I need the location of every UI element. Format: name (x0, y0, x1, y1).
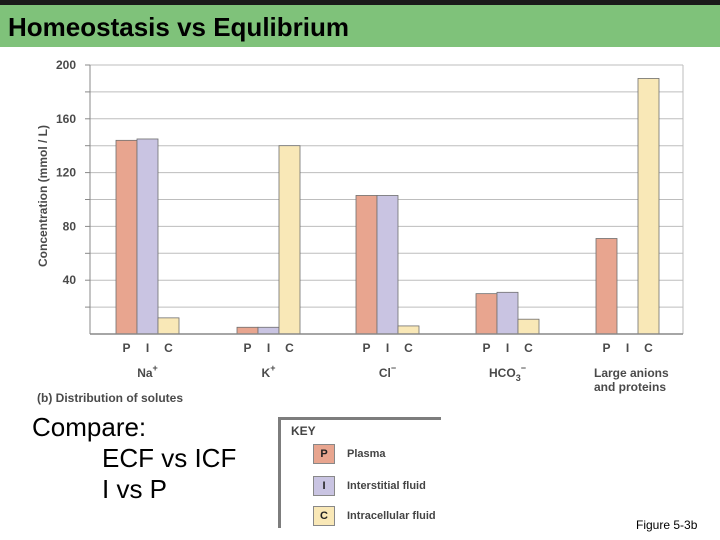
grid-lines (90, 64, 683, 308)
bar-interstitial (376, 195, 399, 335)
category-label: Large anions (594, 366, 669, 380)
compare-line-heading: Compare: (32, 412, 147, 442)
y-tick-label: 120 (56, 166, 76, 180)
category-label: Na+ (137, 363, 158, 380)
bar-interstitial (136, 138, 159, 335)
category-label: Cl− (379, 363, 396, 380)
category-label-line2: and proteins (594, 380, 666, 394)
bar-letter-label: I (506, 341, 509, 355)
bar-letter-label: P (243, 341, 251, 355)
bar-letter-label: P (602, 341, 610, 355)
bar-letter-label: C (285, 341, 294, 355)
slide-title: Homeostasis vs Equlibrium (8, 12, 349, 42)
bar-letter-label: P (362, 341, 370, 355)
bar-letter-label: P (122, 341, 130, 355)
bar-intracellular (637, 78, 660, 335)
title-bar (0, 5, 720, 47)
key-label-interstitial: Interstitial fluid (347, 480, 426, 492)
key-title: KEY (291, 424, 316, 438)
figure-reference: Figure 5-3b (636, 518, 698, 532)
bar-letter-label: I (267, 341, 270, 355)
bars (115, 78, 660, 335)
key-swatch-plasma: P (313, 444, 335, 464)
key-label-intracellular: Intracellular fluid (347, 510, 436, 522)
bar-letter-label: I (146, 341, 149, 355)
bar-plasma (355, 195, 378, 335)
bar-letter-label: I (626, 341, 629, 355)
bar-letter-label: P (482, 341, 490, 355)
bar-plasma (595, 238, 618, 335)
bar-letter-label: C (164, 341, 173, 355)
top-border (0, 0, 720, 5)
bar-intracellular (157, 317, 180, 335)
bar-intracellular (397, 325, 420, 335)
axes (85, 64, 684, 335)
bar-letter-label: C (644, 341, 653, 355)
y-axis-title: Concentration (mmol / L) (36, 125, 50, 267)
bar-interstitial (496, 291, 519, 335)
compare-line-i-p: I vs P (102, 474, 168, 504)
bar-letter-label: C (404, 341, 413, 355)
bar-interstitial (257, 326, 280, 335)
y-tick-label: 160 (56, 112, 76, 126)
bar-plasma (115, 139, 138, 335)
category-label: K+ (262, 363, 276, 380)
legend-key: KEY P Plasma I Interstitial fluid C Intr… (278, 417, 441, 528)
labels: 40 80 120 160 200 P I C P I C P I C P I C P I C Na+ K+ Cl− HCO3… (56, 58, 669, 394)
key-label-plasma: Plasma (347, 448, 386, 460)
y-tick-label: 200 (56, 58, 76, 72)
key-swatch-interstitial: I (313, 476, 335, 496)
solute-bar-chart: 40 80 120 160 200 P I C P I C P I C P I C P I C Na+ K+ Cl− HCO3… (36, 58, 684, 405)
y-tick-label: 40 (63, 273, 77, 287)
bar-plasma (475, 293, 498, 335)
bar-letter-label: C (524, 341, 533, 355)
bar-plasma (236, 326, 259, 335)
bar-intracellular (278, 145, 301, 335)
y-tick-label: 80 (63, 219, 77, 233)
bar-letter-label: I (386, 341, 389, 355)
bar-intracellular (517, 318, 540, 335)
compare-line-ecf-icf: ECF vs ICF (102, 443, 237, 473)
compare-text: Compare: ECF vs ICF I vs P (32, 412, 236, 505)
chart-caption: (b) Distribution of solutes (37, 391, 183, 405)
category-label: HCO3− (489, 363, 526, 383)
key-swatch-intracellular: C (313, 506, 335, 526)
